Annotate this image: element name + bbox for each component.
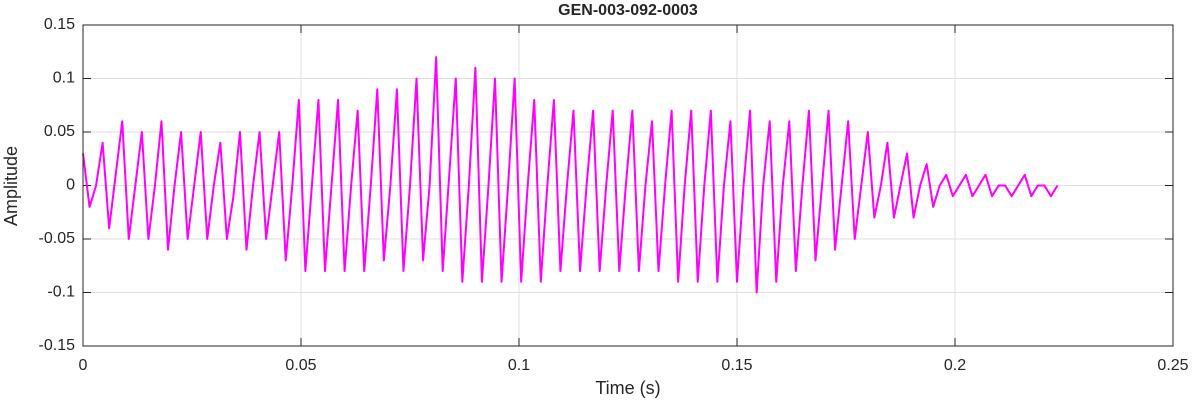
signal-line: [82, 56, 1059, 294]
y-tick-label: -0.1: [47, 284, 75, 301]
y-axis-label: Amplitude: [1, 146, 21, 226]
y-tick-label: 0.15: [44, 16, 75, 33]
y-tick-label: -0.05: [39, 230, 76, 247]
x-tick-label: 0.05: [285, 357, 316, 374]
y-tick-label: 0.1: [53, 70, 75, 87]
x-tick-label: 0.1: [508, 357, 530, 374]
x-tick-label: 0.15: [721, 357, 752, 374]
y-tick-label: 0.05: [44, 123, 75, 140]
x-tick-label: 0.25: [1157, 357, 1188, 374]
chart-title: GEN-003-092-0003: [558, 2, 698, 19]
axes-box: [82, 24, 1174, 347]
x-tick-label: 0: [79, 357, 88, 374]
x-axis-label: Time (s): [595, 378, 660, 398]
x-tick-label: 0.2: [944, 357, 966, 374]
y-tick-label: 0: [66, 177, 75, 194]
y-tick-label: -0.15: [39, 337, 76, 354]
